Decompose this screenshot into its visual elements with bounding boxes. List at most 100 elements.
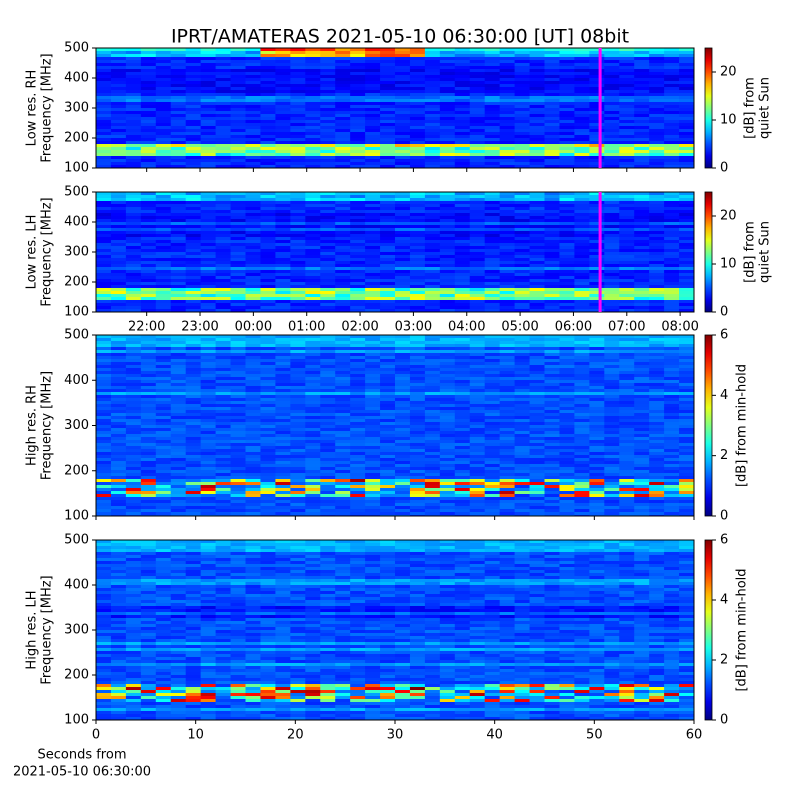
spectrogram-cell: [409, 380, 426, 384]
spectrogram-cell: [125, 419, 142, 423]
spectrogram-cell: [305, 141, 321, 145]
spectrogram-cell: [679, 383, 695, 387]
spectrogram-cell: [574, 377, 590, 381]
spectrogram-cell: [574, 195, 590, 199]
spectrogram-cell: [469, 422, 486, 426]
spectrogram-cell: [514, 270, 531, 274]
spectrogram-cell: [395, 66, 411, 70]
spectrogram-cell: [574, 150, 590, 154]
spectrogram-cell: [679, 141, 695, 145]
spectrogram-cell: [604, 344, 620, 348]
spectrogram-cell: [574, 368, 590, 372]
spectrogram-cell: [679, 380, 695, 384]
spectrogram-cell: [305, 368, 321, 372]
spectrogram-cell: [664, 219, 680, 223]
spectrogram-cell: [200, 335, 217, 339]
spectrogram-cell: [604, 335, 620, 339]
spectrogram-cell: [439, 159, 456, 163]
spectrogram-cell: [604, 135, 620, 139]
spectrogram-cell: [275, 270, 291, 274]
spectrogram-cell: [335, 362, 351, 366]
spectrogram-cell: [96, 204, 112, 208]
spectrogram-cell: [514, 371, 531, 375]
spectrogram-cell: [454, 246, 471, 250]
spectrogram-cell: [245, 294, 261, 298]
spectrogram-cell: [469, 416, 486, 420]
spectrogram-cell: [574, 282, 590, 286]
spectrogram-cell: [155, 338, 172, 342]
spectrogram-cell: [320, 228, 336, 232]
spectrogram-cell: [185, 63, 202, 67]
spectrogram-cell: [200, 422, 217, 426]
spectrogram-cell: [245, 377, 261, 381]
spectrogram-cell: [454, 437, 471, 441]
spectrogram-cell: [380, 338, 396, 342]
spectrogram-cell: [290, 431, 306, 435]
spectrogram-cell: [664, 54, 680, 58]
spectrogram-cell: [335, 350, 351, 354]
spectrogram-cell: [619, 54, 635, 58]
spectrogram-cell: [619, 192, 635, 196]
spectrogram-cell: [230, 273, 246, 277]
spectrogram-cell: [365, 210, 381, 214]
spectrogram-cell: [275, 54, 291, 58]
spectrogram-cell: [499, 410, 516, 414]
spectrogram-cell: [484, 338, 501, 342]
spectrogram-cell: [170, 404, 187, 408]
spectrogram-cell: [245, 356, 261, 360]
spectrogram-cell: [544, 222, 560, 226]
spectrogram-cell: [514, 93, 531, 97]
spectrogram-cell: [185, 255, 202, 259]
spectrogram-cell: [424, 111, 441, 115]
spectrogram-cell: [185, 78, 202, 82]
spectrogram-cell: [110, 306, 127, 310]
spectrogram-cell: [619, 452, 635, 456]
spectrogram-cell: [275, 111, 291, 115]
spectrogram-cell: [96, 72, 112, 76]
spectrogram-cell: [335, 371, 351, 375]
spectrogram-cell: [305, 356, 321, 360]
spectrogram-cell: [679, 413, 695, 417]
spectrogram-cell: [245, 282, 261, 286]
spectrogram-cell: [514, 84, 531, 88]
spectrogram-cell: [424, 398, 441, 402]
spectrogram-cell: [619, 440, 635, 444]
spectrogram-cell: [484, 276, 501, 280]
spectrogram-cell: [454, 54, 471, 58]
spectrogram-cell: [529, 422, 545, 426]
spectrogram-cell: [454, 270, 471, 274]
spectrogram-cell: [245, 201, 261, 205]
spectrogram-cell: [439, 401, 456, 405]
spectrogram-cell: [185, 422, 202, 426]
spectrogram-cell: [320, 338, 336, 342]
spectrogram-cell: [245, 216, 261, 220]
spectrogram-cell: [529, 368, 545, 372]
spectrogram-cell: [559, 123, 575, 127]
spectrogram-cell: [634, 243, 650, 247]
spectrogram-cell: [679, 225, 695, 229]
spectrogram-cell: [335, 270, 351, 274]
spectrogram-cell: [424, 282, 441, 286]
colorbar-tick-label: 20: [720, 65, 737, 80]
spectrogram-cell: [170, 147, 187, 151]
spectrogram-cell: [559, 153, 575, 157]
spectrogram-cell: [544, 335, 560, 339]
spectrogram-cell: [679, 90, 695, 94]
spectrogram-cell: [649, 249, 665, 253]
spectrogram-cell: [365, 63, 381, 67]
y-tick-label: 400: [64, 71, 89, 86]
spectrogram-cell: [305, 150, 321, 154]
spectrogram-cell: [424, 129, 441, 133]
spectrogram-cell: [96, 416, 112, 420]
spectrogram-cell: [604, 120, 620, 124]
spectrogram-cell: [350, 165, 366, 169]
spectrogram-cell: [335, 219, 351, 223]
spectrogram-cell: [275, 123, 291, 127]
spectrogram-cell: [305, 72, 321, 76]
spectrogram-cell: [649, 407, 665, 411]
spectrogram-cell: [96, 195, 112, 199]
spectrogram-cell: [200, 446, 217, 450]
spectrogram-cell: [365, 78, 381, 82]
spectrogram-cell: [589, 347, 605, 351]
spectrogram-cell: [395, 78, 411, 82]
